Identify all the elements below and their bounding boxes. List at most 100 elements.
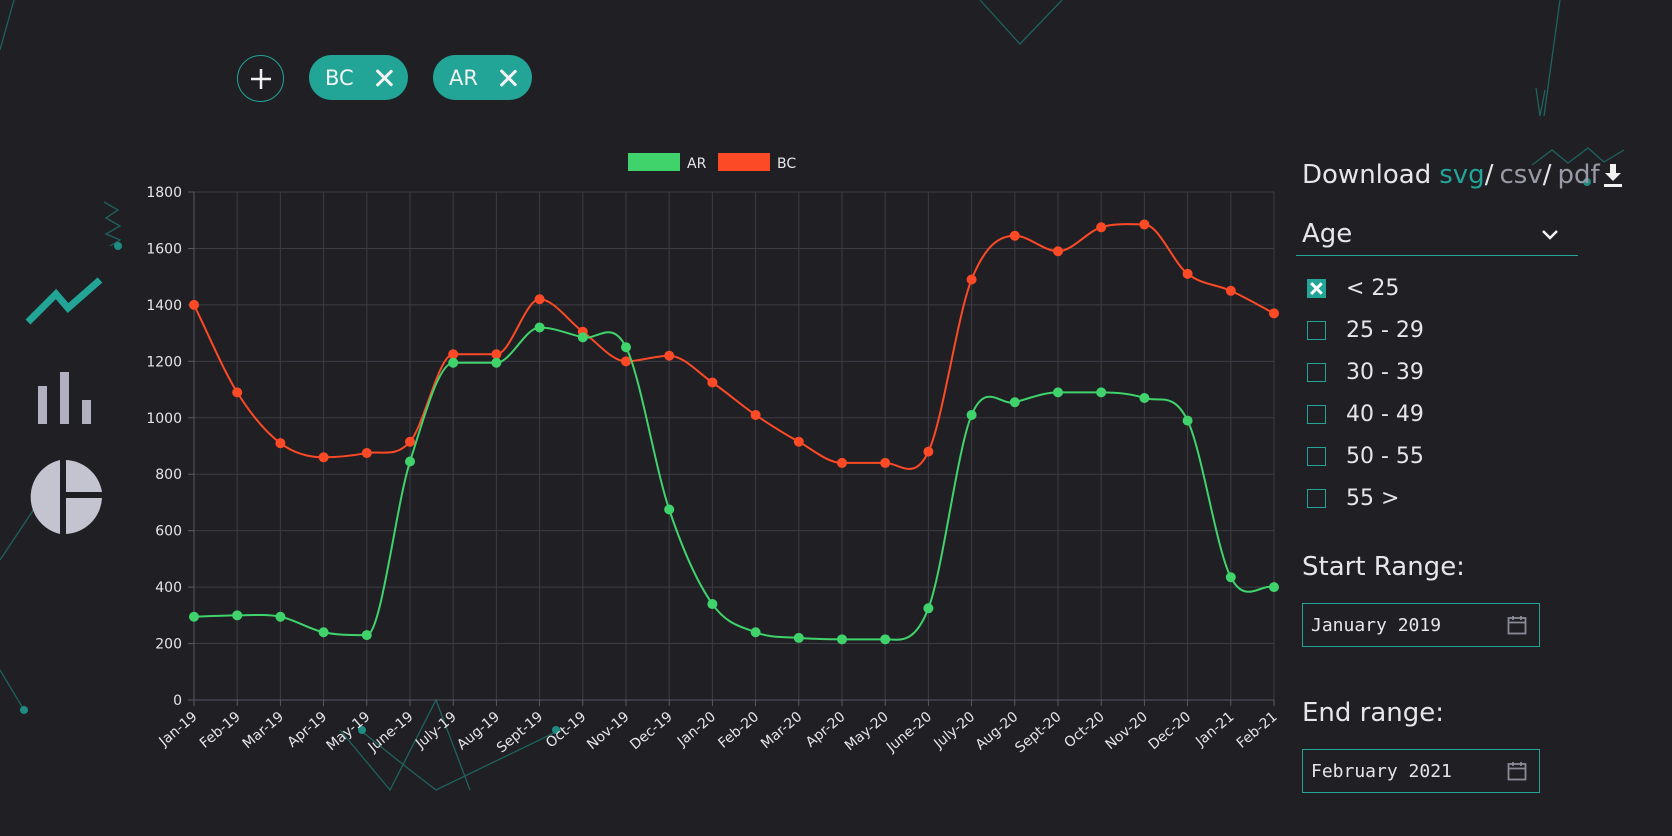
y-tick-label: 1400 — [146, 298, 182, 314]
data-point-ar[interactable] — [1009, 397, 1020, 408]
download-pdf-link[interactable]: pdf — [1557, 160, 1600, 190]
data-point-bc[interactable] — [1139, 219, 1150, 230]
data-point-ar[interactable] — [1096, 387, 1107, 398]
data-point-bc[interactable] — [361, 448, 372, 459]
legend-swatch-bc[interactable] — [718, 153, 770, 171]
start-range-input[interactable]: January 2019 — [1302, 603, 1540, 647]
data-point-bc[interactable] — [448, 349, 459, 360]
x-tick-label: Jan-21 — [1192, 709, 1237, 750]
calendar-icon[interactable] — [1507, 761, 1527, 781]
data-point-ar[interactable] — [189, 611, 199, 622]
data-point-ar[interactable] — [448, 357, 459, 368]
data-point-bc[interactable] — [232, 387, 243, 398]
legend-label-bc[interactable]: BC — [777, 156, 796, 172]
age-option-under-25[interactable]: < 25 — [1307, 272, 1399, 304]
data-point-bc[interactable] — [1269, 308, 1279, 319]
age-option-50-55[interactable]: 50 - 55 — [1307, 440, 1424, 472]
data-point-bc[interactable] — [966, 274, 977, 285]
filter-select[interactable]: Age — [1296, 212, 1578, 256]
start-range-label: Start Range: — [1302, 552, 1465, 582]
bar-chart-nav-button[interactable] — [22, 366, 108, 426]
checkbox[interactable] — [1307, 278, 1326, 298]
line-chart-nav-button[interactable] — [22, 272, 108, 328]
age-option-25-29[interactable]: 25 - 29 — [1307, 314, 1424, 346]
data-point-ar[interactable] — [534, 322, 545, 333]
download-icon[interactable] — [1602, 162, 1624, 188]
age-option-label: 30 - 39 — [1346, 359, 1424, 385]
end-range-input[interactable]: February 2021 — [1302, 749, 1540, 793]
data-point-bc[interactable] — [1009, 230, 1020, 241]
data-point-bc[interactable] — [1225, 285, 1236, 296]
data-point-ar[interactable] — [1139, 393, 1150, 404]
age-option-over-55[interactable]: 55 > — [1307, 482, 1399, 514]
data-point-ar[interactable] — [1269, 582, 1279, 593]
data-point-ar[interactable] — [361, 630, 372, 641]
data-point-bc[interactable] — [405, 436, 415, 447]
data-point-ar[interactable] — [1182, 415, 1193, 426]
data-point-ar[interactable] — [880, 634, 891, 645]
data-point-bc[interactable] — [793, 436, 804, 447]
series-chip-ar[interactable]: AR — [433, 55, 532, 100]
data-point-bc[interactable] — [664, 350, 675, 361]
end-range-value: February 2021 — [1311, 760, 1452, 782]
close-icon[interactable] — [498, 68, 518, 88]
data-point-bc[interactable] — [189, 299, 199, 310]
data-point-ar[interactable] — [664, 504, 675, 515]
data-point-ar[interactable] — [275, 611, 286, 622]
x-tick-label: Feb-19 — [197, 709, 244, 752]
filter-select-value: Age — [1302, 218, 1353, 249]
data-point-bc[interactable] — [880, 457, 891, 468]
data-point-bc[interactable] — [491, 349, 502, 360]
data-point-bc[interactable] — [1053, 246, 1063, 257]
data-point-bc[interactable] — [318, 452, 329, 463]
data-point-ar[interactable] — [750, 627, 761, 638]
add-series-button[interactable] — [237, 55, 284, 102]
x-tick-label: Nov-19 — [584, 709, 632, 753]
data-point-ar[interactable] — [491, 357, 502, 368]
data-point-bc[interactable] — [1182, 268, 1193, 279]
close-icon[interactable] — [374, 68, 394, 88]
data-point-ar[interactable] — [1225, 572, 1236, 583]
age-option-40-49[interactable]: 40 - 49 — [1307, 398, 1424, 430]
x-tick-label: May-19 — [324, 709, 374, 754]
checkbox[interactable] — [1307, 362, 1326, 382]
checkbox[interactable] — [1307, 446, 1326, 466]
data-point-bc[interactable] — [837, 457, 847, 468]
checkbox[interactable] — [1307, 320, 1326, 340]
data-point-bc[interactable] — [750, 409, 761, 420]
data-point-bc[interactable] — [707, 377, 718, 388]
data-point-bc[interactable] — [621, 356, 631, 367]
data-point-ar[interactable] — [923, 603, 934, 614]
series-line-bc — [193, 223, 1275, 470]
data-point-bc[interactable] — [923, 446, 934, 457]
x-tick-label: May-20 — [842, 709, 892, 754]
data-point-bc[interactable] — [534, 294, 545, 305]
data-point-bc[interactable] — [1096, 222, 1107, 233]
checkbox[interactable] — [1307, 488, 1326, 508]
data-point-ar[interactable] — [793, 632, 804, 643]
calendar-icon[interactable] — [1507, 615, 1527, 635]
legend-label-ar[interactable]: AR — [687, 156, 707, 172]
data-point-ar[interactable] — [621, 342, 631, 353]
data-point-ar[interactable] — [318, 627, 329, 638]
x-tick-label: Oct-19 — [543, 709, 589, 752]
x-tick-label: Feb-21 — [1234, 709, 1281, 752]
checkbox[interactable] — [1307, 404, 1326, 424]
chart-series — [189, 219, 1279, 645]
x-tick-label: July-20 — [931, 709, 979, 753]
download-csv-link[interactable]: csv — [1499, 160, 1543, 190]
data-point-bc[interactable] — [275, 438, 286, 449]
data-point-ar[interactable] — [232, 610, 243, 621]
download-svg-link[interactable]: svg — [1439, 160, 1485, 190]
data-point-ar[interactable] — [1053, 387, 1063, 398]
data-point-ar[interactable] — [837, 634, 847, 645]
series-chip-bc[interactable]: BC — [309, 55, 408, 100]
data-point-ar[interactable] — [966, 409, 977, 420]
pie-chart-nav-button[interactable] — [22, 458, 108, 536]
data-point-ar[interactable] — [577, 332, 588, 343]
data-point-ar[interactable] — [405, 456, 415, 467]
data-point-ar[interactable] — [707, 599, 718, 610]
download-label: Download — [1302, 160, 1432, 190]
age-option-30-39[interactable]: 30 - 39 — [1307, 356, 1424, 388]
legend-swatch-ar[interactable] — [628, 153, 680, 171]
